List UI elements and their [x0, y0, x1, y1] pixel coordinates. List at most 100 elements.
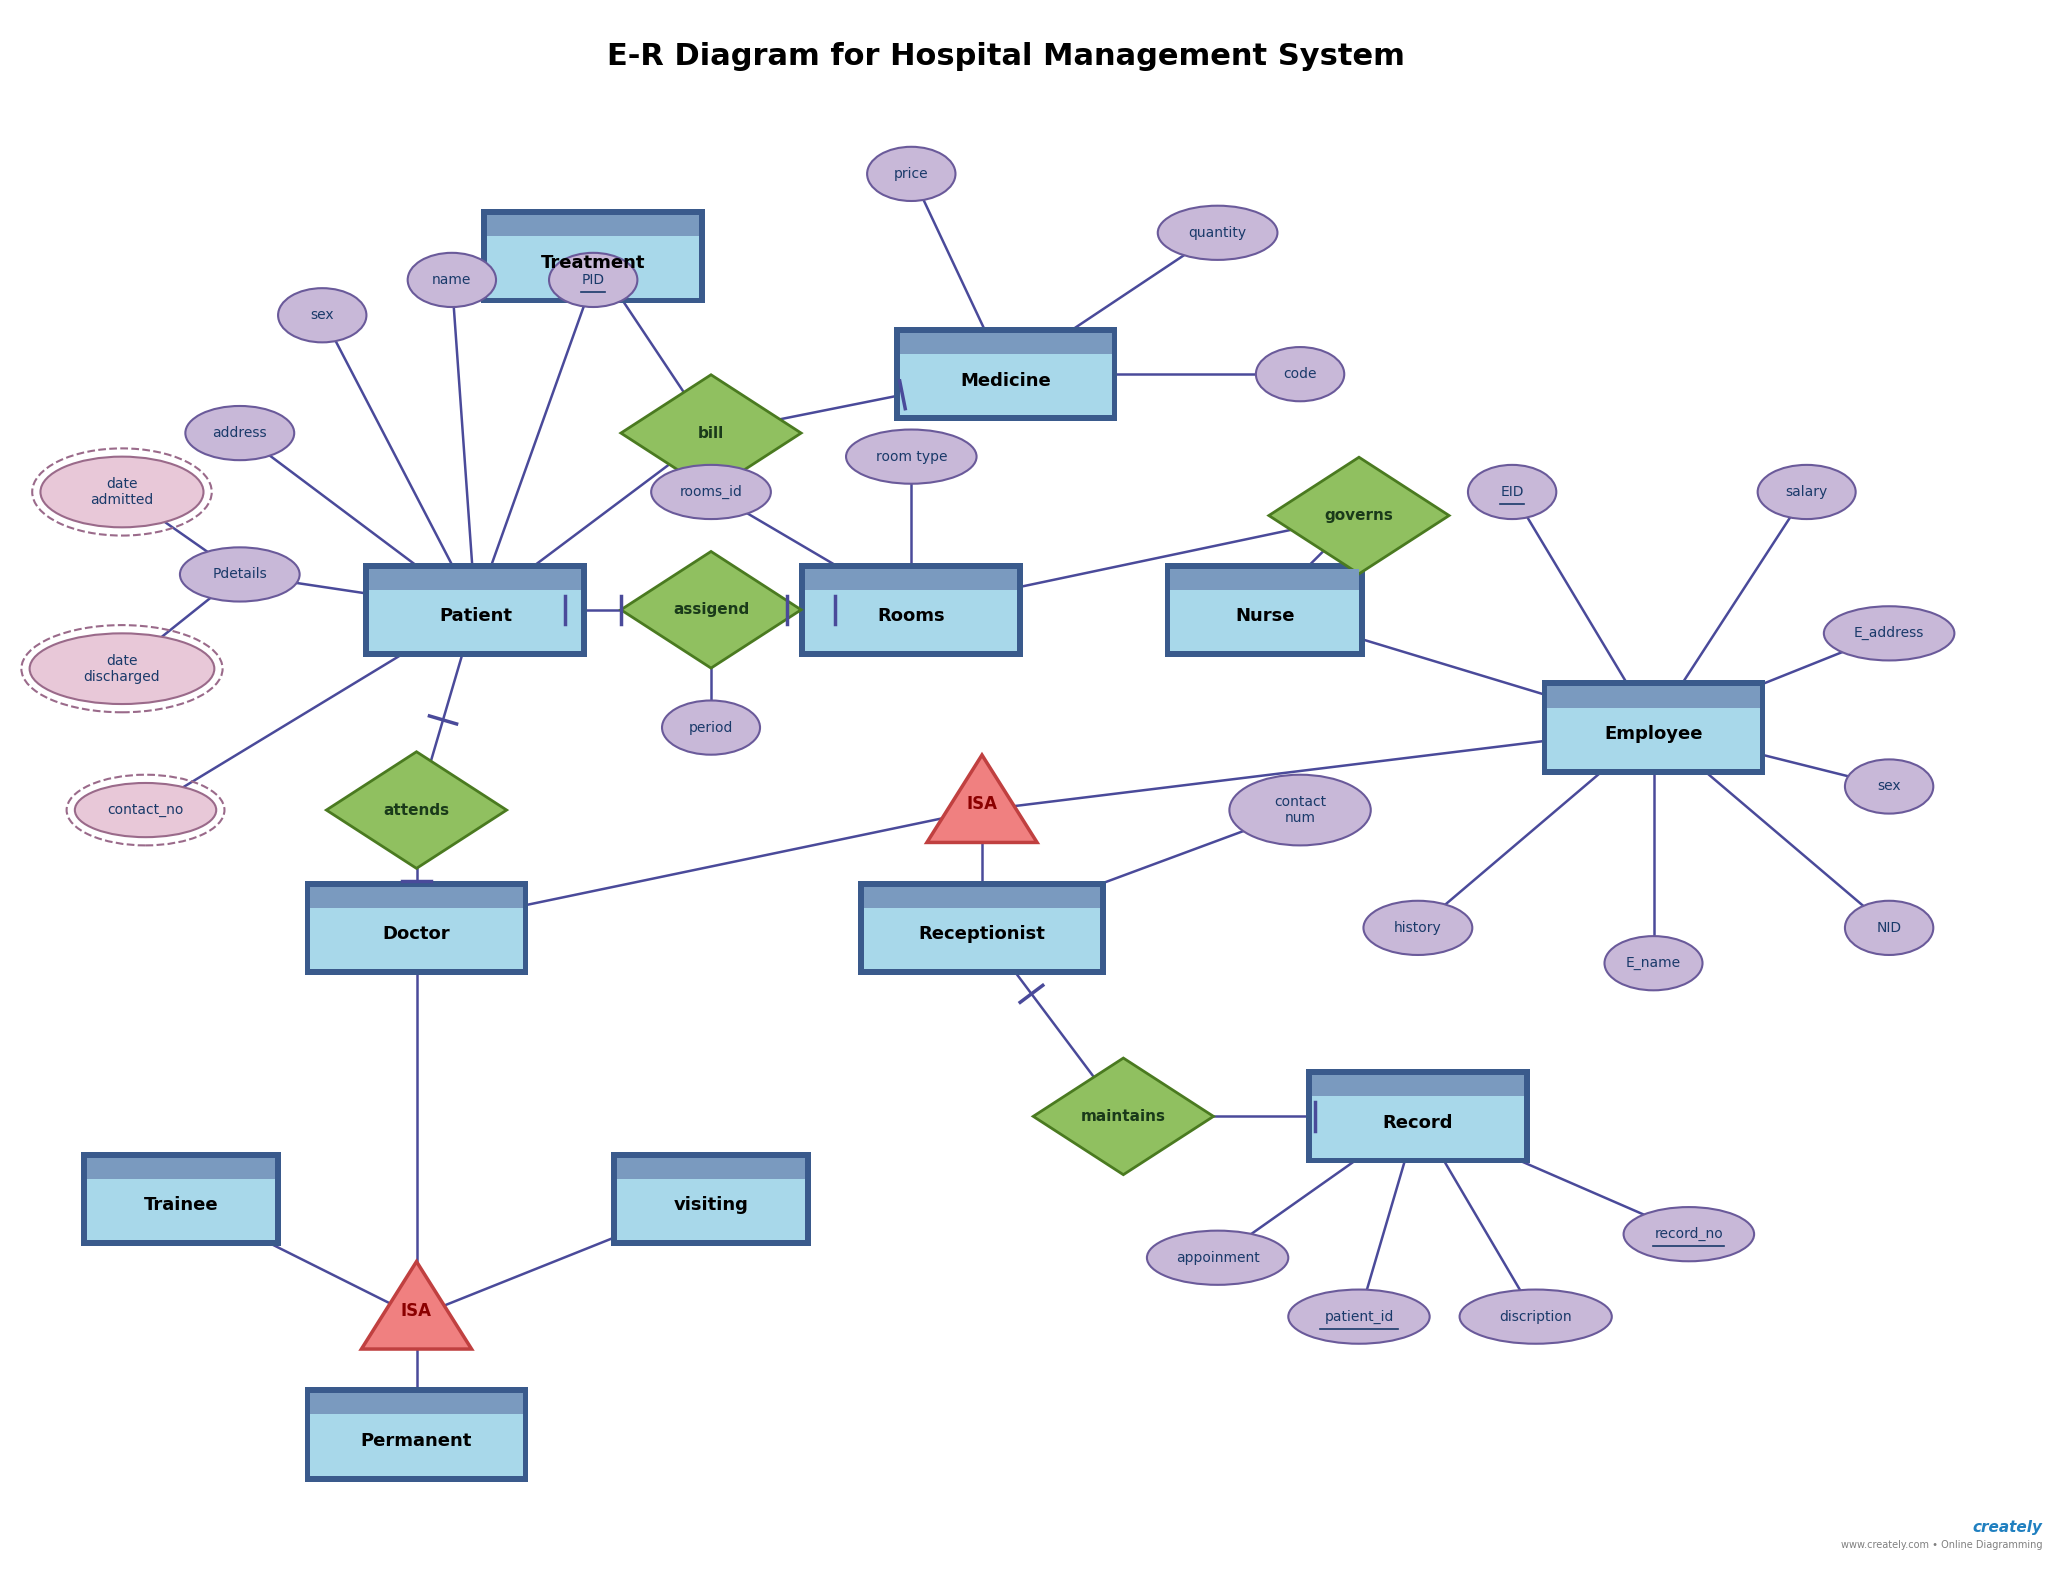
Ellipse shape — [29, 634, 215, 705]
Text: PID: PID — [582, 274, 604, 286]
FancyBboxPatch shape — [310, 1394, 522, 1414]
Polygon shape — [362, 1262, 472, 1350]
Ellipse shape — [1147, 1230, 1288, 1285]
Text: sex: sex — [1877, 780, 1900, 793]
Text: ISA: ISA — [967, 796, 998, 813]
FancyBboxPatch shape — [310, 887, 522, 908]
Ellipse shape — [1757, 466, 1855, 519]
Text: salary: salary — [1786, 484, 1828, 499]
FancyBboxPatch shape — [617, 1158, 805, 1240]
FancyBboxPatch shape — [368, 568, 582, 590]
FancyBboxPatch shape — [310, 1394, 522, 1475]
FancyBboxPatch shape — [1548, 686, 1759, 708]
Text: appoinment: appoinment — [1176, 1251, 1259, 1265]
FancyBboxPatch shape — [81, 1151, 282, 1246]
Text: price: price — [894, 167, 929, 181]
FancyBboxPatch shape — [894, 327, 1118, 422]
Text: Record: Record — [1383, 1114, 1453, 1131]
FancyBboxPatch shape — [859, 881, 1105, 975]
Text: history: history — [1393, 920, 1443, 934]
Text: Receptionist: Receptionist — [919, 925, 1045, 944]
FancyBboxPatch shape — [486, 216, 700, 236]
Text: NID: NID — [1877, 920, 1902, 934]
FancyBboxPatch shape — [799, 563, 1023, 658]
FancyBboxPatch shape — [863, 887, 1099, 969]
Ellipse shape — [1824, 606, 1954, 661]
Ellipse shape — [1623, 1206, 1753, 1262]
Text: Employee: Employee — [1604, 725, 1704, 742]
Ellipse shape — [1256, 348, 1343, 401]
Text: rooms_id: rooms_id — [679, 484, 743, 499]
Text: Medicine: Medicine — [960, 371, 1052, 390]
Polygon shape — [1269, 458, 1449, 574]
FancyBboxPatch shape — [900, 333, 1112, 415]
Text: E_name: E_name — [1625, 956, 1681, 971]
Text: address: address — [213, 426, 267, 440]
Ellipse shape — [1844, 901, 1933, 955]
Polygon shape — [621, 374, 801, 491]
Text: Trainee: Trainee — [143, 1195, 217, 1214]
Ellipse shape — [1230, 775, 1370, 845]
Text: EID: EID — [1501, 484, 1524, 499]
Text: discription: discription — [1499, 1310, 1571, 1323]
FancyBboxPatch shape — [486, 216, 700, 297]
Text: Permanent: Permanent — [360, 1431, 472, 1450]
FancyBboxPatch shape — [805, 568, 1016, 590]
FancyBboxPatch shape — [87, 1158, 275, 1240]
Text: creately: creately — [1973, 1520, 2043, 1535]
Text: date
admitted: date admitted — [91, 477, 153, 507]
Ellipse shape — [662, 700, 760, 755]
Ellipse shape — [652, 466, 770, 519]
FancyBboxPatch shape — [900, 333, 1112, 354]
FancyBboxPatch shape — [1312, 1074, 1524, 1158]
FancyBboxPatch shape — [1548, 686, 1759, 769]
Text: Rooms: Rooms — [878, 607, 946, 624]
Ellipse shape — [1468, 466, 1557, 519]
Text: maintains: maintains — [1081, 1109, 1165, 1123]
FancyBboxPatch shape — [364, 563, 588, 658]
Text: date
discharged: date discharged — [83, 654, 159, 684]
Text: E-R Diagram for Hospital Management System: E-R Diagram for Hospital Management Syst… — [607, 41, 1403, 71]
FancyBboxPatch shape — [87, 1158, 275, 1178]
Ellipse shape — [186, 406, 294, 461]
Text: attends: attends — [383, 802, 449, 818]
Text: visiting: visiting — [673, 1195, 749, 1214]
Text: room type: room type — [876, 450, 948, 464]
FancyBboxPatch shape — [805, 568, 1016, 651]
Ellipse shape — [408, 253, 497, 307]
FancyBboxPatch shape — [310, 887, 522, 969]
Ellipse shape — [1459, 1290, 1613, 1343]
Ellipse shape — [41, 456, 203, 527]
Text: governs: governs — [1325, 508, 1393, 524]
Text: patient_id: patient_id — [1325, 1310, 1393, 1324]
Text: record_no: record_no — [1654, 1227, 1722, 1241]
Text: bill: bill — [698, 426, 724, 440]
Ellipse shape — [1844, 760, 1933, 813]
Ellipse shape — [1364, 901, 1472, 955]
Ellipse shape — [277, 288, 366, 343]
FancyBboxPatch shape — [1170, 568, 1360, 651]
Text: Nurse: Nurse — [1236, 607, 1294, 624]
Polygon shape — [1033, 1059, 1213, 1175]
Text: Doctor: Doctor — [383, 925, 451, 944]
FancyBboxPatch shape — [617, 1158, 805, 1178]
Text: E_address: E_address — [1855, 626, 1925, 640]
FancyBboxPatch shape — [1542, 681, 1766, 775]
Ellipse shape — [847, 429, 977, 484]
Text: ISA: ISA — [402, 1302, 433, 1320]
Ellipse shape — [1288, 1290, 1430, 1343]
Text: contact
num: contact num — [1273, 794, 1327, 826]
FancyBboxPatch shape — [1306, 1070, 1530, 1164]
Text: sex: sex — [310, 308, 333, 322]
Text: name: name — [433, 274, 472, 286]
Text: Treatment: Treatment — [540, 253, 646, 272]
Text: period: period — [689, 720, 733, 735]
Ellipse shape — [1604, 936, 1702, 991]
Text: Pdetails: Pdetails — [213, 568, 267, 582]
Ellipse shape — [75, 783, 215, 837]
Ellipse shape — [1157, 206, 1277, 260]
Text: www.creately.com • Online Diagramming: www.creately.com • Online Diagramming — [1840, 1540, 2043, 1549]
FancyBboxPatch shape — [1312, 1074, 1524, 1096]
FancyBboxPatch shape — [482, 209, 706, 304]
Ellipse shape — [867, 146, 956, 201]
